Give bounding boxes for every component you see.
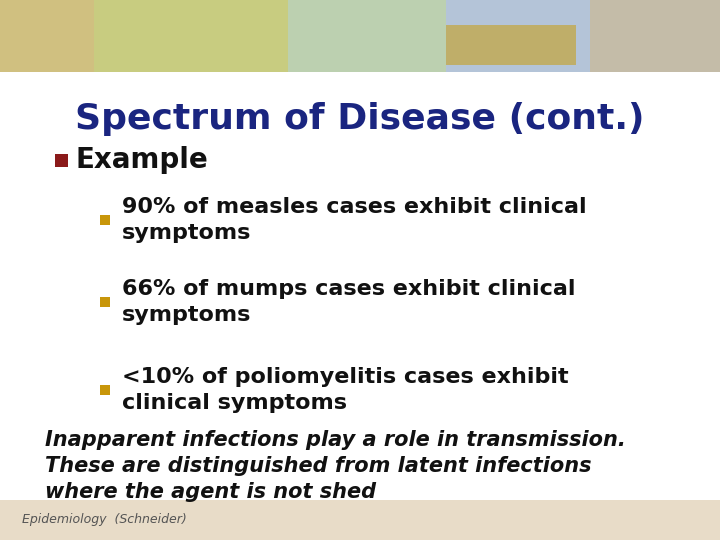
Bar [100,385,110,395]
Text: Epidemiology  (Schneider): Epidemiology (Schneider) [22,514,186,526]
Text: These are distinguished from latent infections: These are distinguished from latent infe… [45,456,592,476]
Text: <10% of poliomyelitis cases exhibit
clinical symptoms: <10% of poliomyelitis cases exhibit clin… [122,367,569,413]
Bar [288,0,446,72]
Text: where the agent is not shed: where the agent is not shed [45,482,376,502]
Bar [0,0,94,72]
Text: Spectrum of Disease (cont.): Spectrum of Disease (cont.) [76,102,644,136]
Bar [446,0,590,72]
Text: 90% of measles cases exhibit clinical
symptoms: 90% of measles cases exhibit clinical sy… [122,197,587,243]
Bar [446,25,576,65]
Bar [94,0,288,72]
Bar [590,0,720,72]
Text: Example: Example [76,146,209,174]
Bar [55,153,68,166]
Text: Inapparent infections play a role in transmission.: Inapparent infections play a role in tra… [45,430,626,450]
Bar [100,297,110,307]
Text: 66% of mumps cases exhibit clinical
symptoms: 66% of mumps cases exhibit clinical symp… [122,279,575,325]
Bar [100,215,110,225]
